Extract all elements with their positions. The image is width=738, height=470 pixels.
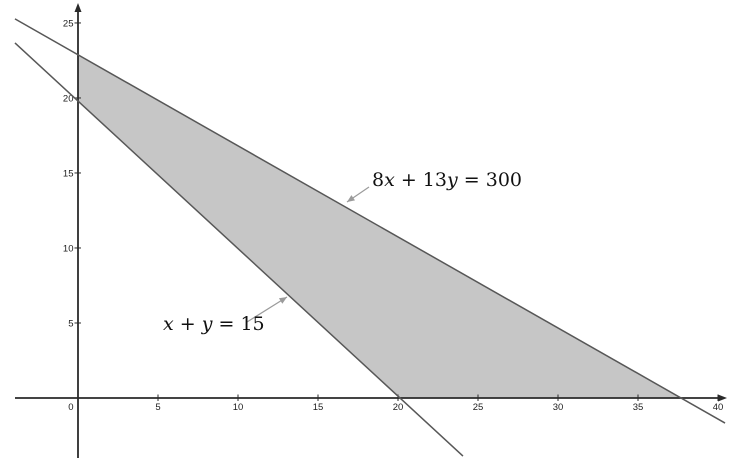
x-tick-label: 25 bbox=[473, 402, 484, 413]
y-tick-label: 25 bbox=[63, 18, 74, 29]
leader-arrow-1 bbox=[246, 296, 288, 323]
x-tick-label: 10 bbox=[233, 402, 244, 413]
x-tick-label: 20 bbox=[393, 402, 404, 413]
constraint-line-1 bbox=[14, 42, 464, 457]
x-tick-label: 40 bbox=[713, 402, 724, 413]
x-tick-label: 5 bbox=[155, 402, 160, 413]
constraint-line-0 bbox=[14, 18, 726, 424]
x-axis-arrow-icon bbox=[718, 394, 727, 402]
y-axis-arrow-icon bbox=[74, 3, 82, 12]
leader-arrowhead-icon-1 bbox=[278, 297, 287, 304]
y-tick-label: 20 bbox=[63, 93, 74, 104]
equation-label-0: 8x + 13y = 300 bbox=[372, 169, 522, 191]
y-tick-label: 10 bbox=[63, 243, 74, 254]
x-tick-label: 35 bbox=[633, 402, 644, 413]
x-tick-label: 30 bbox=[553, 402, 564, 413]
y-tick-label: 15 bbox=[63, 168, 74, 179]
x-tick-label: 15 bbox=[313, 402, 324, 413]
origin-label: 0 bbox=[68, 402, 73, 413]
equation-label-1: x + y = 15 bbox=[163, 313, 265, 335]
leader-arrowhead-icon-0 bbox=[347, 195, 355, 202]
y-tick-label: 5 bbox=[68, 318, 73, 329]
